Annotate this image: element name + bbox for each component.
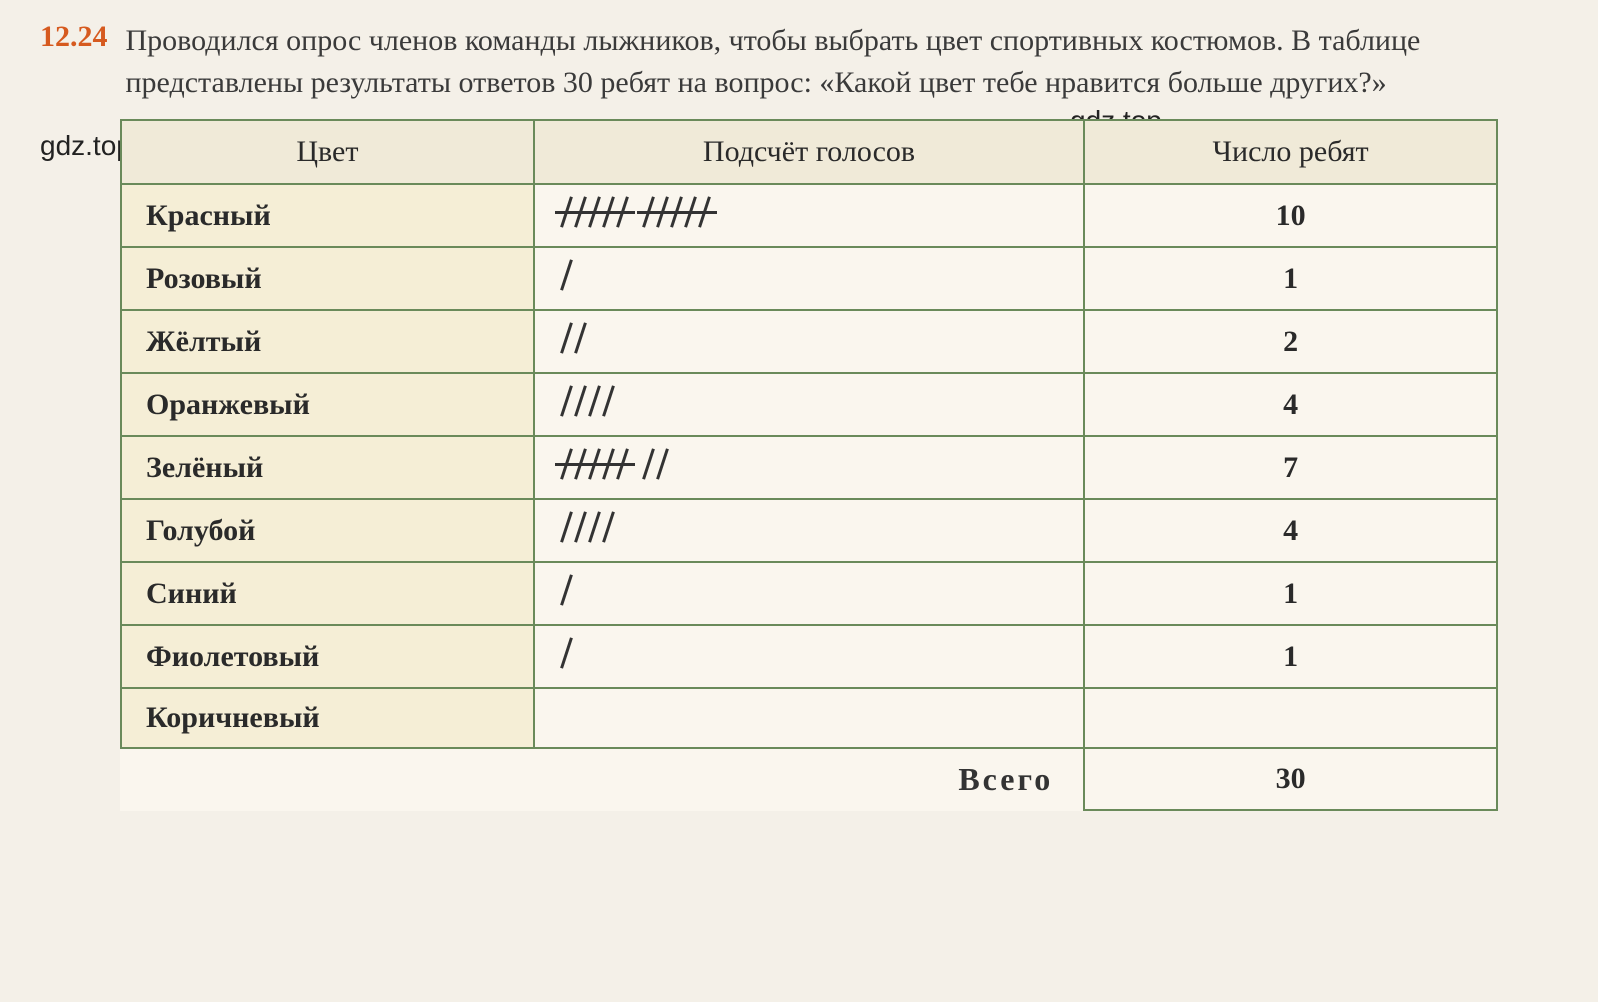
tally-group — [559, 260, 573, 297]
tally-mark-icon — [559, 198, 573, 226]
problem-number: 12.24 — [40, 20, 108, 54]
table-body: Красный10Розовый1Жёлтый2Оранжевый4Зелёны… — [121, 184, 1497, 810]
col-header-color: Цвет — [121, 120, 534, 184]
tally-mark-icon — [559, 387, 573, 415]
cell-tally — [534, 373, 1084, 436]
problem-text: Проводился опрос членов команды лыжников… — [126, 20, 1559, 104]
cell-count: 2 — [1084, 310, 1497, 373]
tally-mark-icon — [641, 450, 655, 478]
cell-tally — [534, 310, 1084, 373]
cell-tally — [534, 688, 1084, 748]
cell-tally — [534, 247, 1084, 310]
cell-color: Синий — [121, 562, 534, 625]
cell-count: 4 — [1084, 373, 1497, 436]
tally-group — [559, 512, 615, 549]
tally-group — [641, 197, 711, 234]
tally-mark-icon — [683, 198, 697, 226]
cell-tally — [534, 499, 1084, 562]
table-row: Оранжевый 4 — [121, 373, 1497, 436]
tally-mark-icon — [559, 261, 573, 289]
tally-group — [559, 449, 629, 486]
cell-color: Фиолетовый — [121, 625, 534, 688]
tally-mark-icon — [601, 387, 615, 415]
problem-header: 12.24 Проводился опрос членов команды лы… — [40, 20, 1558, 104]
tally-mark-icon — [601, 450, 615, 478]
tally-mark-icon — [559, 513, 573, 541]
table-total-row: Всего30 — [121, 748, 1497, 810]
tally-mark-icon — [559, 576, 573, 604]
cell-color: Голубой — [121, 499, 534, 562]
cell-count: 10 — [1084, 184, 1497, 247]
tally-group — [559, 638, 573, 675]
page-container: 12.24 Проводился опрос членов команды лы… — [40, 20, 1558, 811]
col-header-count: Число ребят — [1084, 120, 1497, 184]
table-row: Зелёный 7 — [121, 436, 1497, 499]
tally-mark-icon — [559, 324, 573, 352]
cell-count: 1 — [1084, 625, 1497, 688]
total-label: Всего — [121, 748, 1084, 810]
cell-color: Оранжевый — [121, 373, 534, 436]
cell-color: Жёлтый — [121, 310, 534, 373]
tally-mark-icon — [601, 513, 615, 541]
cell-tally — [534, 562, 1084, 625]
survey-table: Цвет Подсчёт голосов Число ребят Красный… — [120, 119, 1498, 811]
tally-mark-icon — [615, 198, 629, 226]
cell-tally — [534, 436, 1084, 499]
tally-mark-icon — [615, 450, 629, 478]
table-row: Красный 10 — [121, 184, 1497, 247]
table-row: Коричневый — [121, 688, 1497, 748]
table-row: Розовый 1 — [121, 247, 1497, 310]
tally-group — [559, 575, 573, 612]
cell-count: 7 — [1084, 436, 1497, 499]
table-header-row: Цвет Подсчёт голосов Число ребят — [121, 120, 1497, 184]
tally-mark-icon — [587, 513, 601, 541]
tally-mark-icon — [587, 198, 601, 226]
col-header-tally: Подсчёт голосов — [534, 120, 1084, 184]
cell-count — [1084, 688, 1497, 748]
cell-tally — [534, 184, 1084, 247]
tally-mark-icon — [573, 198, 587, 226]
tally-mark-icon — [655, 198, 669, 226]
table-row: Синий 1 — [121, 562, 1497, 625]
table-wrap: Цвет Подсчёт голосов Число ребят Красный… — [120, 119, 1498, 811]
table-row: Жёлтый 2 — [121, 310, 1497, 373]
tally-mark-icon — [573, 513, 587, 541]
tally-mark-icon — [559, 639, 573, 667]
cell-color: Красный — [121, 184, 534, 247]
tally-mark-icon — [641, 198, 655, 226]
tally-mark-icon — [669, 198, 683, 226]
tally-mark-icon — [587, 387, 601, 415]
tally-mark-icon — [573, 450, 587, 478]
tally-group — [559, 197, 629, 234]
table-row: Голубой 4 — [121, 499, 1497, 562]
tally-mark-icon — [655, 450, 669, 478]
tally-group — [559, 386, 615, 423]
cell-count: 4 — [1084, 499, 1497, 562]
cell-count: 1 — [1084, 562, 1497, 625]
tally-mark-icon — [601, 198, 615, 226]
tally-group — [559, 323, 587, 360]
tally-mark-icon — [573, 387, 587, 415]
watermark: gdz.top — [40, 130, 132, 162]
cell-count: 1 — [1084, 247, 1497, 310]
cell-tally — [534, 625, 1084, 688]
tally-mark-icon — [573, 324, 587, 352]
cell-color: Зелёный — [121, 436, 534, 499]
total-value: 30 — [1084, 748, 1497, 810]
tally-mark-icon — [587, 450, 601, 478]
tally-mark-icon — [697, 198, 711, 226]
table-row: Фиолетовый 1 — [121, 625, 1497, 688]
cell-color: Розовый — [121, 247, 534, 310]
tally-mark-icon — [559, 450, 573, 478]
cell-color: Коричневый — [121, 688, 534, 748]
tally-group — [641, 449, 669, 486]
